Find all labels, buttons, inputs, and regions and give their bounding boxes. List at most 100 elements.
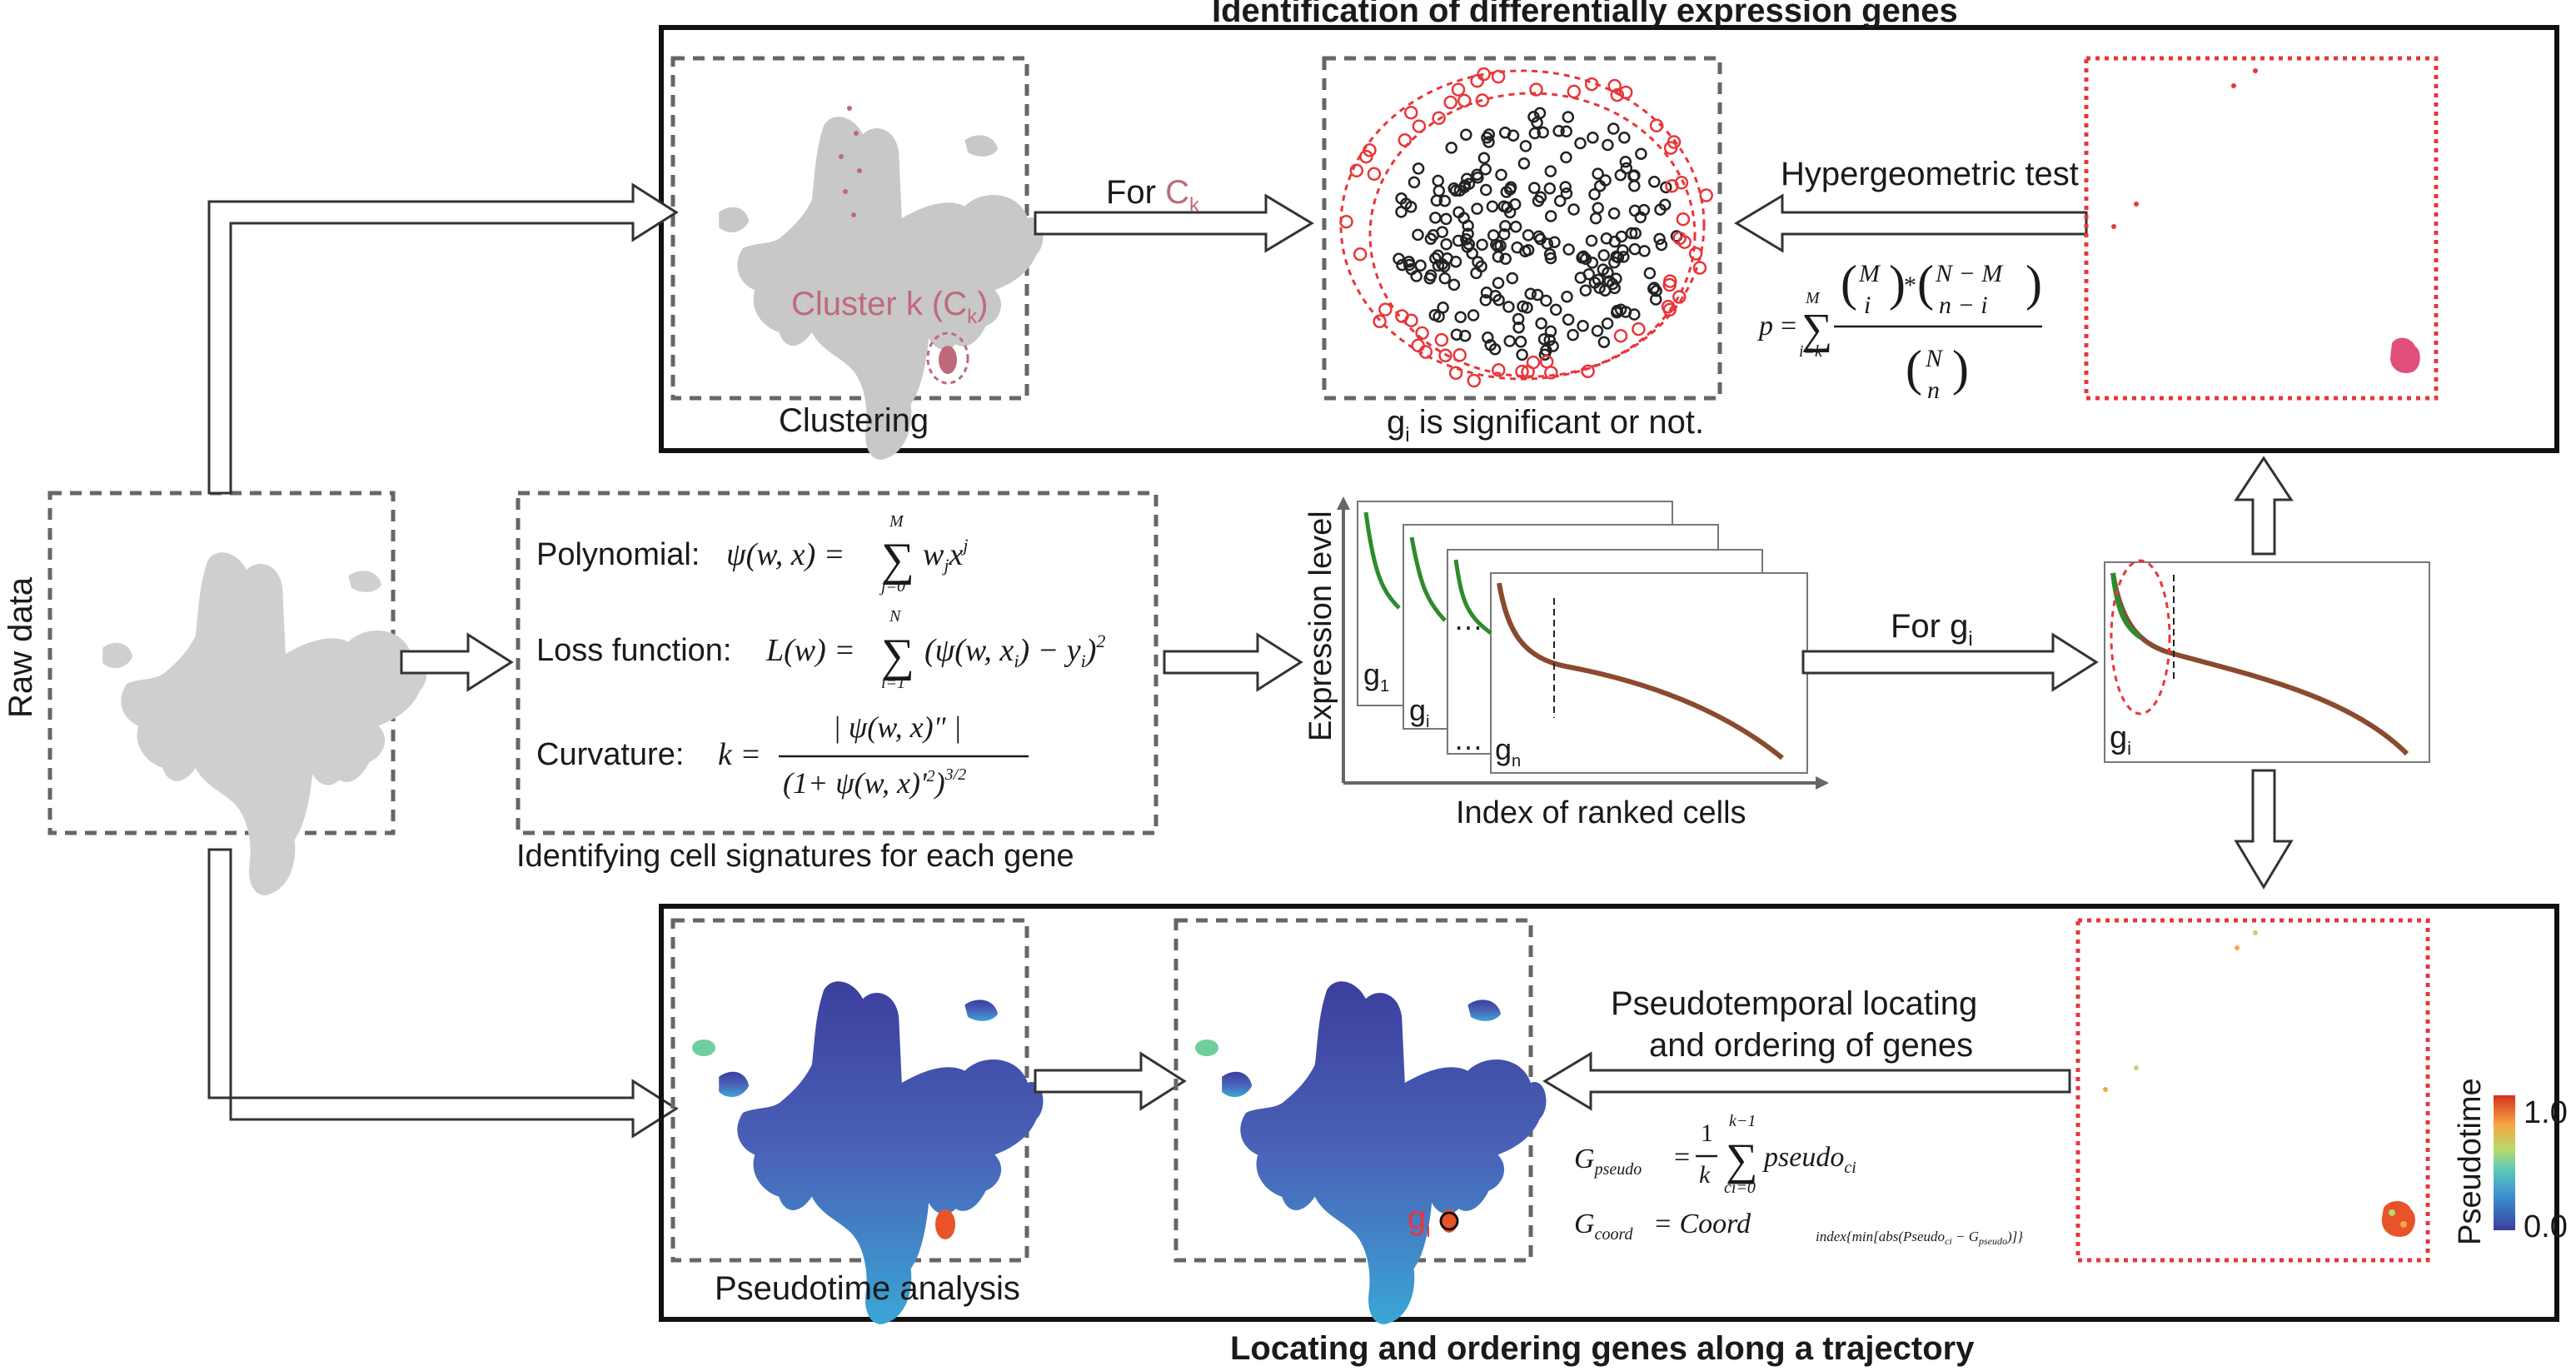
gene-circle xyxy=(1512,321,1525,334)
svg-text:ψ(w, x) =: ψ(w, x) = xyxy=(726,537,845,572)
gene-circle xyxy=(1635,147,1647,160)
gene-scatter-blob-top xyxy=(2390,337,2420,374)
gene-circle xyxy=(1654,203,1667,216)
label-ellipsis-2: … xyxy=(1453,722,1483,756)
gene-circle xyxy=(1600,232,1613,245)
gene-circle-significant xyxy=(1353,247,1368,262)
gene-circle-significant xyxy=(1584,77,1599,92)
gene-circle xyxy=(1403,256,1415,268)
gene-circle xyxy=(1628,169,1641,182)
gene-circle xyxy=(1534,191,1547,204)
locating-arrow xyxy=(1542,1051,2071,1111)
gene-circle-significant xyxy=(1492,363,1506,377)
gene-circle xyxy=(1620,162,1633,175)
gene-circle xyxy=(1540,294,1552,307)
outer-ellipse xyxy=(1339,69,1706,381)
svg-text:Loss function:: Loss function: xyxy=(536,633,731,668)
gene-circle xyxy=(1499,252,1512,266)
gene-circle xyxy=(1647,282,1661,294)
gene-circle-significant xyxy=(1432,111,1446,126)
gene-circle-significant xyxy=(1398,132,1413,147)
gene-circle xyxy=(1461,241,1474,253)
gene-circle xyxy=(1447,278,1461,292)
svg-text:N − M: N − M xyxy=(1935,260,2004,287)
gene-circle-significant xyxy=(1349,163,1364,178)
gene-circle xyxy=(1531,288,1544,302)
gene-circle xyxy=(1544,325,1557,338)
pseudotime-colorbar xyxy=(2494,1095,2515,1230)
gene-scatter-points-top xyxy=(2111,68,2258,229)
gene-circle-significant xyxy=(1692,261,1707,275)
svg-text:M: M xyxy=(1858,260,1881,287)
gene-circle xyxy=(1495,168,1507,182)
hypergeometric-formula: p = M ∑ i=k ( M i ) * ( N − M n − i ) ( … xyxy=(1757,256,2042,404)
gene-circle xyxy=(1432,174,1444,187)
gene-circle xyxy=(1528,182,1541,194)
gene-circle xyxy=(1489,289,1502,302)
gene-circle xyxy=(1602,267,1614,279)
gene-circle xyxy=(1660,181,1672,194)
locating-label-2: and ordering of genes xyxy=(1649,1027,1973,1064)
gene-circle xyxy=(1477,152,1491,165)
gene-circle xyxy=(1519,140,1532,152)
gene-circle-significant xyxy=(1632,322,1646,337)
gene-circle-significant xyxy=(1404,313,1418,327)
gene-circle-significant xyxy=(1676,212,1691,227)
gene-circle xyxy=(1471,202,1483,215)
gene-circle xyxy=(1592,202,1604,214)
gene-scatter-blob-bottom xyxy=(2381,1200,2415,1237)
colorbar-max: 1.0 xyxy=(2524,1095,2568,1130)
gene-circle xyxy=(1618,132,1631,144)
gene-circle xyxy=(1492,240,1504,253)
gene-circle-significant xyxy=(1412,119,1427,133)
locating-label-1: Pseudotemporal locating xyxy=(1611,985,1977,1022)
for-ck-label: For Ck xyxy=(1106,174,1200,217)
gene-circle xyxy=(1506,272,1519,285)
svg-text:∑: ∑ xyxy=(881,630,914,681)
svg-text:): ) xyxy=(1952,341,1969,396)
gene-circle xyxy=(1517,300,1529,313)
gene-circle xyxy=(1462,219,1474,232)
raw-data-label: Raw data xyxy=(2,576,39,718)
gene-circle xyxy=(1514,336,1527,348)
gene-circle xyxy=(1503,335,1516,347)
gene-circle xyxy=(1450,328,1463,341)
gene-circle xyxy=(1543,248,1557,261)
gene-circle xyxy=(1492,277,1505,289)
gene-circle xyxy=(1509,220,1522,233)
gene-circle xyxy=(1412,228,1424,242)
gene-circle xyxy=(1438,272,1452,285)
gene-circle xyxy=(1544,165,1557,177)
gene-circle xyxy=(1429,252,1442,265)
gene-circle-significant xyxy=(1339,214,1353,229)
gene-circle xyxy=(1562,313,1575,326)
cluster-k-blob xyxy=(939,346,957,374)
gene-circle xyxy=(1432,184,1446,197)
cluster-k-label: Cluster k (Ck) xyxy=(791,286,988,328)
svg-text:(ψ(w, xi) − yi)2: (ψ(w, xi) − yi)2 xyxy=(924,631,1105,671)
gene-circle xyxy=(1437,301,1449,314)
gene-gi-label: gi xyxy=(1408,1199,1431,1242)
gene-circle xyxy=(1574,272,1587,284)
gene-circle xyxy=(1547,340,1559,352)
gene-circle xyxy=(1638,245,1651,257)
bottom-panel-title: Locating and ordering genes along a traj… xyxy=(1230,1330,1975,1367)
svg-text:p: p xyxy=(1757,311,1773,342)
svg-text:wjxj: wjxj xyxy=(923,535,968,576)
svg-text:index{min[abs(Pseudoci − Gpseu: index{min[abs(Pseudoci − Gpseudo)]} xyxy=(1816,1229,2023,1247)
gene-circle-significant xyxy=(1618,85,1633,100)
svg-text:i=k: i=k xyxy=(1799,342,1823,361)
gene-circle xyxy=(1589,212,1602,225)
gene-circle xyxy=(1533,107,1547,120)
gene-circle xyxy=(1537,126,1549,139)
gene-circle xyxy=(1541,237,1554,250)
stacked-plots: g1 gi … … gn Expression level Index of r… xyxy=(1303,496,1829,830)
bottom-panel-frame xyxy=(659,904,2559,1322)
raw-to-pseudotime-arrow xyxy=(207,848,679,1139)
ranked-curve-gn xyxy=(1497,582,1784,760)
gene-circle xyxy=(1562,111,1575,123)
gene-circle-significant xyxy=(1457,93,1472,108)
gene-circle xyxy=(1432,259,1445,272)
pseudotime-to-gene-arrow xyxy=(1034,1051,1187,1111)
